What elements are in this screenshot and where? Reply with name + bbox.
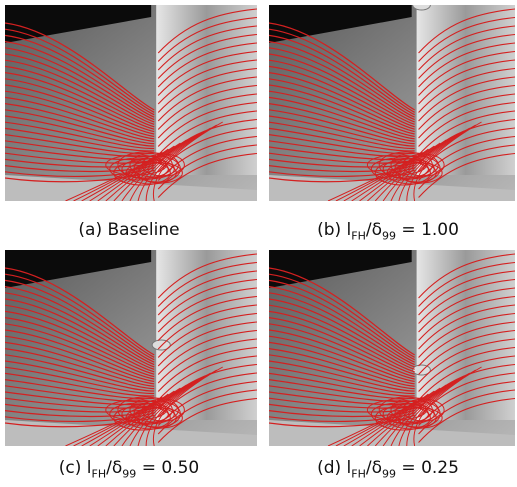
caption-subscript: 99 (382, 467, 396, 480)
caption-subscript: FH (351, 229, 366, 242)
caption-text: (a) Baseline (78, 220, 179, 240)
caption-subscript: FH (92, 467, 107, 480)
panel-image (269, 250, 515, 446)
panel-image (5, 250, 257, 446)
caption-subscript: 99 (122, 467, 136, 480)
caption-text: /δ (106, 458, 122, 478)
caption-text: (c) l (59, 458, 92, 478)
caption-text: (d) l (317, 458, 351, 478)
caption: (c) lFH/δ99 = 0.50 (0, 458, 258, 480)
caption-text: = 0.50 (136, 458, 199, 478)
panel-image (269, 5, 515, 201)
figure: (a) Baseline (b) lFH/δ99 = 1.00 (c) lFH/… (0, 0, 517, 487)
caption-text: = 0.25 (396, 458, 459, 478)
caption-text: (b) l (317, 220, 351, 240)
caption: (a) Baseline (0, 220, 258, 240)
caption-text: = 1.00 (396, 220, 459, 240)
caption-subscript: FH (351, 467, 366, 480)
caption-text: /δ (366, 220, 382, 240)
caption: (b) lFH/δ99 = 1.00 (259, 220, 517, 242)
caption-subscript: 99 (382, 229, 396, 242)
panel-image (5, 5, 257, 201)
caption-text: /δ (366, 458, 382, 478)
caption: (d) lFH/δ99 = 0.25 (259, 458, 517, 480)
